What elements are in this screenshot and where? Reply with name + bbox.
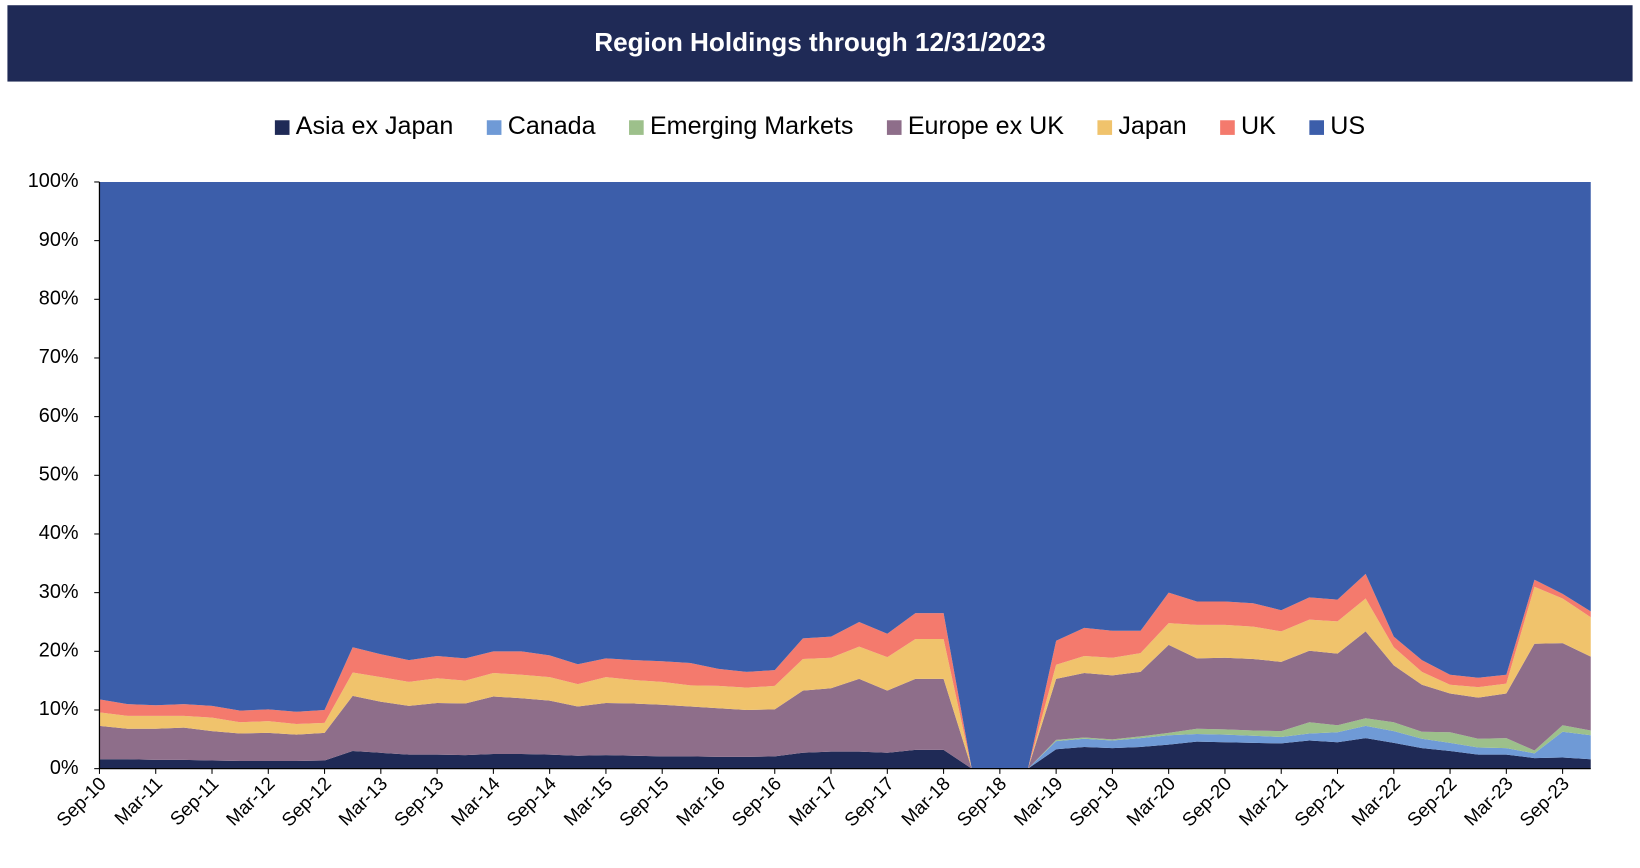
area — [99, 181, 1591, 769]
legend-swatch — [1220, 120, 1235, 135]
legend-swatch — [274, 120, 290, 135]
legend-item: Europe ex UK — [886, 112, 1064, 140]
legend-label: Canada — [508, 112, 596, 140]
legend-swatch — [486, 120, 502, 135]
legend-label: UK — [1241, 112, 1276, 140]
area — [99, 725, 1591, 769]
y-tick-label: 90% — [39, 229, 79, 251]
legend-item: Canada — [486, 112, 596, 140]
legend-label: US — [1330, 112, 1365, 140]
legend-swatch — [1097, 120, 1113, 135]
legend-label: Japan — [1118, 112, 1186, 140]
title-bar — [7, 5, 1633, 82]
legend-item: UK — [1220, 112, 1276, 140]
y-tick-label: 50% — [39, 464, 79, 486]
area — [99, 718, 1591, 769]
legend-item: Emerging Markets — [629, 112, 853, 140]
area — [99, 631, 1591, 769]
area — [99, 738, 1591, 769]
legend-swatch — [1309, 120, 1325, 135]
legend-label: Emerging Markets — [650, 112, 853, 140]
legend-label: Asia ex Japan — [296, 112, 454, 140]
y-tick-label: 70% — [39, 346, 79, 368]
y-tick-label: 0% — [50, 757, 79, 779]
legend-item: US — [1309, 112, 1365, 140]
y-tick-label: 100% — [28, 170, 79, 192]
y-tick-label: 20% — [39, 640, 79, 662]
legend-swatch — [629, 120, 644, 135]
plot-area — [99, 181, 1591, 769]
y-tick-label: 80% — [39, 288, 79, 310]
legend-item: Asia ex Japan — [274, 112, 454, 140]
area — [99, 573, 1591, 769]
chart-title: Region Holdings through 12/31/2023 — [594, 27, 1045, 57]
legend-item: Japan — [1097, 112, 1187, 140]
legend-label: Europe ex UK — [908, 112, 1064, 140]
y-tick-label: 30% — [39, 581, 79, 603]
legend: Asia ex Japan Canada Emerging Markets Europ… — [274, 112, 1365, 140]
y-tick-label: 10% — [39, 698, 79, 720]
area — [99, 586, 1591, 769]
y-tick-label: 40% — [39, 522, 79, 544]
y-tick-label: 60% — [39, 405, 79, 427]
legend-swatch — [886, 120, 902, 135]
